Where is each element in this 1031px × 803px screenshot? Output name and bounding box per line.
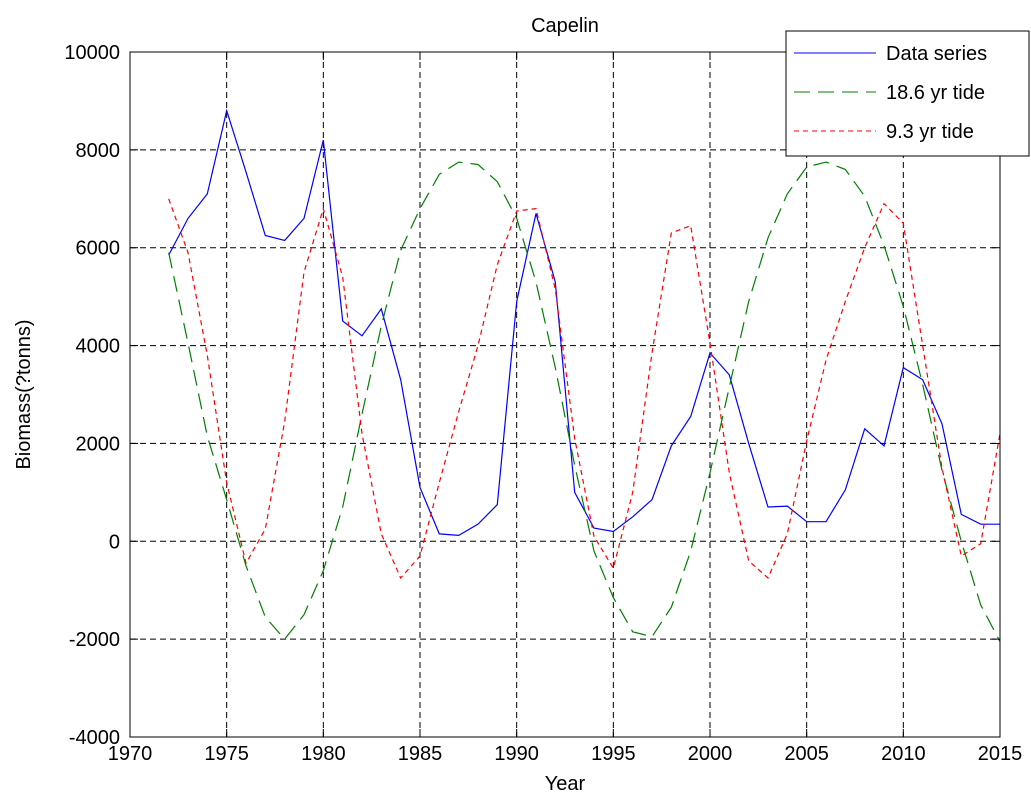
legend-label-18-6-yr-tide: 18.6 yr tide bbox=[886, 82, 985, 104]
legend: Data series 18.6 yr tide 9.3 yr tide bbox=[785, 30, 1030, 157]
x-tick-label: 2015 bbox=[978, 743, 1023, 765]
legend-label-9-3-yr-tide: 9.3 yr tide bbox=[886, 121, 974, 143]
y-tick-label: 4000 bbox=[76, 336, 121, 358]
x-tick-label: 1985 bbox=[398, 743, 443, 765]
y-axis-title: Biomass(?tonns) bbox=[13, 319, 35, 469]
grid-lines bbox=[130, 52, 1000, 737]
x-axis-title: Year bbox=[545, 773, 586, 795]
x-tick-label: 1980 bbox=[301, 743, 346, 765]
y-tick-label: 8000 bbox=[76, 140, 121, 162]
y-tick-label: 10000 bbox=[64, 42, 120, 64]
x-tick-label: 1990 bbox=[494, 743, 539, 765]
plot-frame bbox=[129, 51, 1001, 738]
y-tick-label: -2000 bbox=[69, 629, 120, 651]
x-tick-label: 2005 bbox=[784, 743, 829, 765]
series-lines bbox=[168, 108, 1001, 642]
y-tick-label: -4000 bbox=[69, 727, 120, 749]
axis-ticks: 1970 1975 1980 1985 1990 1995 2000 2005 2010 2015… bbox=[64, 42, 1022, 765]
x-tick-label: 2000 bbox=[688, 743, 733, 765]
x-tick-label: 2010 bbox=[881, 743, 926, 765]
x-tick-label: 1975 bbox=[204, 743, 249, 765]
series-line-18-6-yr-tide bbox=[168, 161, 1001, 642]
plot-area bbox=[130, 52, 1000, 737]
y-tick-label: 6000 bbox=[76, 238, 121, 260]
chart-title: Capelin bbox=[531, 15, 599, 37]
legend-box bbox=[785, 30, 1030, 157]
x-tick-label: 1970 bbox=[108, 743, 153, 765]
x-tick-label: 1995 bbox=[591, 743, 636, 765]
legend-label-data-series: Data series bbox=[886, 43, 987, 65]
y-tick-label: 2000 bbox=[76, 433, 121, 455]
y-tick-label: 0 bbox=[109, 531, 120, 553]
